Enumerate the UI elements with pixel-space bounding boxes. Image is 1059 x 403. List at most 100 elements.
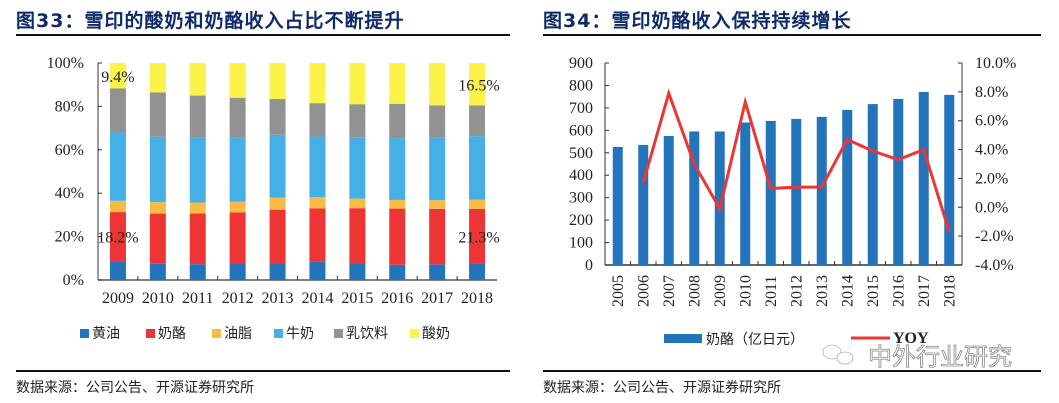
bar-segment-黄油 — [469, 263, 486, 280]
x-tick-label: 2011 — [763, 276, 780, 307]
x-tick-label: 2006 — [635, 275, 652, 307]
bar-segment-油脂 — [149, 202, 166, 214]
data-label: 18.2% — [97, 230, 138, 247]
y-tick-label: 40% — [55, 185, 84, 202]
bar-segment-牛奶 — [149, 136, 166, 203]
bar-segment-黄油 — [389, 264, 406, 280]
right-source-rule — [543, 370, 1041, 372]
legend-label-bar: 奶酪（亿日元） — [706, 332, 804, 348]
left-source-note: 数据来源：公司公告、开源证券研究所 — [16, 380, 254, 396]
bar-segment-黄油 — [149, 263, 166, 280]
right-source-note: 数据来源：公司公告、开源证券研究所 — [543, 380, 781, 396]
legend-swatch-bar — [664, 334, 702, 343]
bar-segment-黄油 — [309, 261, 326, 280]
right-title-rule — [543, 34, 1041, 36]
left-y-tick-label: 0 — [585, 257, 593, 274]
bar-segment-油脂 — [309, 197, 326, 209]
x-tick-label: 2012 — [222, 290, 254, 307]
bar-cheese-revenue — [663, 135, 674, 265]
bar-segment-奶酪 — [189, 213, 206, 265]
bar-segment-油脂 — [189, 202, 206, 214]
right-y-tick-label: 2.0% — [975, 170, 1008, 187]
bar-cheese-revenue — [918, 91, 929, 265]
bar-segment-乳饮料 — [189, 95, 206, 138]
bar-segment-酸奶 — [109, 63, 126, 89]
bar-segment-乳饮料 — [109, 88, 126, 133]
bar-segment-乳饮料 — [429, 105, 446, 138]
bar-segment-牛奶 — [429, 137, 446, 201]
left-y-tick-label: 900 — [569, 55, 593, 72]
x-tick-label: 2009 — [102, 290, 134, 307]
left-chart-title: 图33：雪印的酸奶和奶酪收入占比不断提升 — [16, 10, 405, 32]
bar-segment-黄油 — [269, 263, 286, 280]
x-tick-label: 2008 — [686, 275, 703, 307]
x-tick-label: 2013 — [814, 275, 831, 307]
x-tick-label: 2005 — [610, 275, 627, 307]
legend-swatch-乳饮料 — [334, 329, 343, 338]
bar-segment-奶酪 — [149, 213, 166, 264]
bar-segment-牛奶 — [229, 137, 246, 202]
right-y-tick-label: 6.0% — [975, 113, 1008, 130]
bar-cheese-revenue — [612, 146, 623, 265]
x-tick-label: 2017 — [916, 275, 933, 307]
bar-cheese-revenue — [689, 131, 700, 265]
data-label: 21.3% — [458, 230, 499, 247]
left-y-tick-label: 100 — [569, 235, 593, 252]
right-y-tick-label: -4.0% — [975, 257, 1014, 274]
bar-segment-奶酪 — [109, 212, 126, 262]
bar-segment-奶酪 — [429, 208, 446, 265]
x-tick-label: 2010 — [142, 290, 174, 307]
x-tick-label: 2014 — [839, 275, 856, 307]
left-stacked-bar-chart: 0% 20% 40% 60% 80% 100% 2009 2010 2011 2012 2013 20… — [47, 55, 500, 342]
bar-segment-黄油 — [229, 263, 246, 280]
legend-label: 黄油 — [92, 325, 120, 342]
x-tick-label: 2013 — [262, 290, 294, 307]
legend-swatch-牛奶 — [274, 329, 283, 338]
left-y-tick-label: 700 — [569, 100, 593, 117]
bar-segment-黄油 — [109, 261, 126, 280]
bar-segment-牛奶 — [189, 137, 206, 203]
right-y-tick-label: 0.0% — [975, 199, 1008, 216]
bar-segment-黄油 — [429, 264, 446, 280]
y-tick-label: 0% — [63, 272, 84, 289]
x-tick-label: 2009 — [712, 275, 729, 307]
bar-segment-油脂 — [469, 199, 486, 209]
bar-cheese-revenue — [893, 98, 904, 266]
x-tick-label: 2010 — [737, 275, 754, 307]
bar-segment-牛奶 — [269, 134, 286, 198]
watermark-text: 中外行业研究 — [868, 343, 1012, 371]
bar-segment-乳饮料 — [149, 92, 166, 137]
bar-segment-乳饮料 — [469, 105, 486, 137]
bar-segment-黄油 — [349, 263, 366, 280]
bar-segment-奶酪 — [269, 209, 286, 264]
bar-cheese-revenue — [842, 109, 853, 265]
legend-swatch-酸奶 — [410, 329, 419, 338]
left-title-rule — [16, 34, 510, 36]
bar-segment-乳饮料 — [229, 97, 246, 138]
bar-segment-乳饮料 — [269, 99, 286, 135]
bar-segment-油脂 — [349, 198, 366, 209]
legend-swatch-黄油 — [80, 329, 89, 338]
left-y-tick-label: 800 — [569, 77, 593, 94]
bar-segment-油脂 — [269, 197, 286, 210]
x-tick-label: 2018 — [941, 275, 958, 307]
left-source-rule — [16, 370, 510, 372]
right-y-tick-label: 8.0% — [975, 84, 1008, 101]
y-tick-label: 20% — [55, 229, 84, 246]
bar-segment-油脂 — [229, 201, 246, 213]
bar-cheese-revenue — [765, 120, 776, 265]
left-y-tick-label: 400 — [569, 167, 593, 184]
bar-segment-酸奶 — [269, 63, 286, 100]
bar-segment-酸奶 — [229, 63, 246, 98]
x-tick-label: 2015 — [865, 275, 882, 307]
legend-label: 奶酪 — [158, 326, 186, 342]
x-tick-label: 2007 — [661, 275, 678, 307]
right-chart-title: 图34：雪印奶酪收入保持持续增长 — [543, 10, 852, 32]
bar-cheese-revenue — [816, 116, 827, 265]
x-tick-label: 2011 — [182, 290, 213, 307]
bar-cheese-revenue — [714, 131, 725, 265]
bar-segment-奶酪 — [469, 208, 486, 264]
bar-segment-奶酪 — [389, 208, 406, 265]
legend-label: 酸奶 — [422, 326, 450, 342]
legend-swatch-油脂 — [212, 329, 221, 338]
